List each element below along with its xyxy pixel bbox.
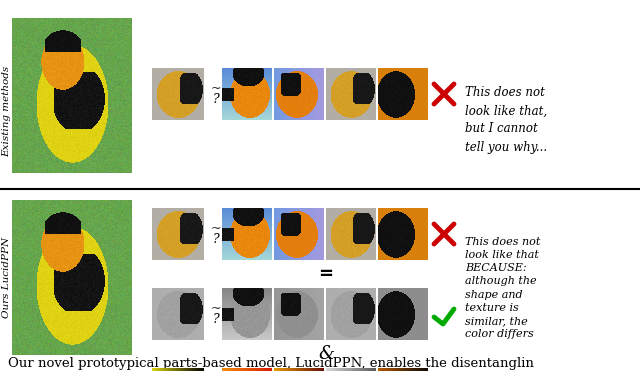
Text: Ours LucidPPN: Ours LucidPPN (3, 237, 12, 318)
Text: This does not
look like that
BECAUSE:
although the
shape and
texture is
similar,: This does not look like that BECAUSE: al… (465, 237, 540, 339)
Text: ~
?: ~ ? (211, 302, 221, 326)
Text: =: = (319, 265, 333, 283)
Text: Existing methods: Existing methods (3, 65, 12, 157)
Text: ~
?: ~ ? (211, 82, 221, 106)
Text: &: & (318, 345, 334, 363)
Text: This does not
look like that,
but I cannot
tell you why...: This does not look like that, but I cann… (465, 86, 547, 154)
Text: ~
?: ~ ? (211, 222, 221, 246)
Text: Our novel prototypical parts-based model, LucidPPN, enables the disentanglin: Our novel prototypical parts-based model… (8, 357, 534, 370)
